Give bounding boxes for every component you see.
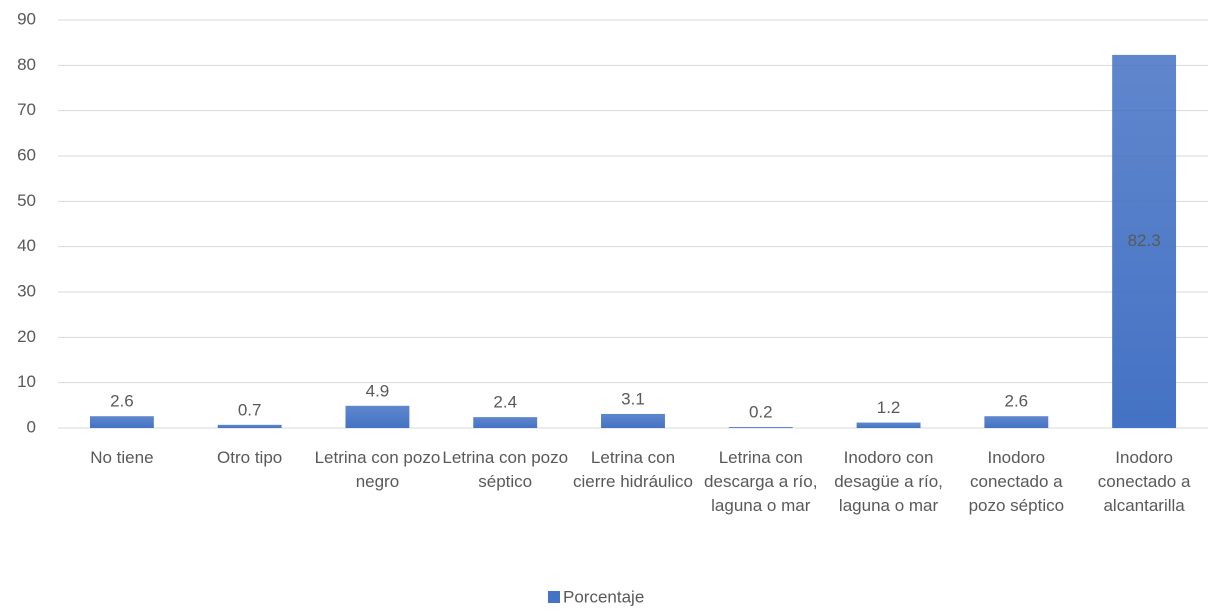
- data-label: 0.2: [749, 403, 773, 422]
- bar: [856, 422, 921, 428]
- y-tick-label: 10: [17, 372, 36, 391]
- y-tick-label: 20: [17, 327, 36, 346]
- x-tick-label: Letrina con pozo negro: [314, 448, 441, 491]
- bar: [473, 417, 538, 428]
- legend-swatch: [548, 591, 560, 603]
- x-tick-label: Letrina con descarga a río, laguna o mar: [704, 448, 818, 515]
- y-tick-label: 90: [17, 9, 36, 28]
- data-label: 2.6: [1005, 392, 1029, 411]
- y-tick-label: 60: [17, 145, 36, 164]
- x-tick-label: Letrina con cierre hidráulico: [572, 448, 693, 491]
- bar: [345, 405, 410, 428]
- bar: [1112, 54, 1177, 428]
- x-tick-label: Inodoro conectado a pozo séptico: [968, 448, 1065, 515]
- x-tick-label: Inodoro con desagüe a río, laguna o mar: [834, 448, 943, 515]
- y-tick-label: 0: [27, 417, 36, 436]
- y-tick-label: 30: [17, 281, 36, 300]
- bar: [217, 424, 282, 428]
- bar: [601, 413, 665, 428]
- bar: [984, 416, 1049, 428]
- data-label: 0.7: [238, 400, 262, 419]
- x-tick-label: Letrina con pozo séptico: [442, 448, 569, 491]
- y-tick-label: 40: [17, 236, 36, 255]
- data-label: 1.2: [877, 398, 901, 417]
- x-tick-label: Inodoro conectado a alcantarilla: [1097, 448, 1191, 515]
- data-label: 4.9: [366, 381, 390, 400]
- y-tick-label: 50: [17, 191, 36, 210]
- y-tick-label: 80: [17, 55, 36, 74]
- bar: [89, 416, 154, 428]
- data-label: 3.1: [621, 389, 645, 408]
- data-label: 2.4: [493, 393, 517, 412]
- bar: [728, 427, 793, 428]
- data-label: 82.3: [1128, 231, 1161, 250]
- x-tick-label: No tiene: [90, 448, 154, 467]
- data-label: 2.6: [110, 392, 134, 411]
- x-tick-label: Otro tipo: [217, 448, 283, 467]
- legend-label: Porcentaje: [563, 587, 644, 606]
- y-tick-label: 70: [17, 100, 36, 119]
